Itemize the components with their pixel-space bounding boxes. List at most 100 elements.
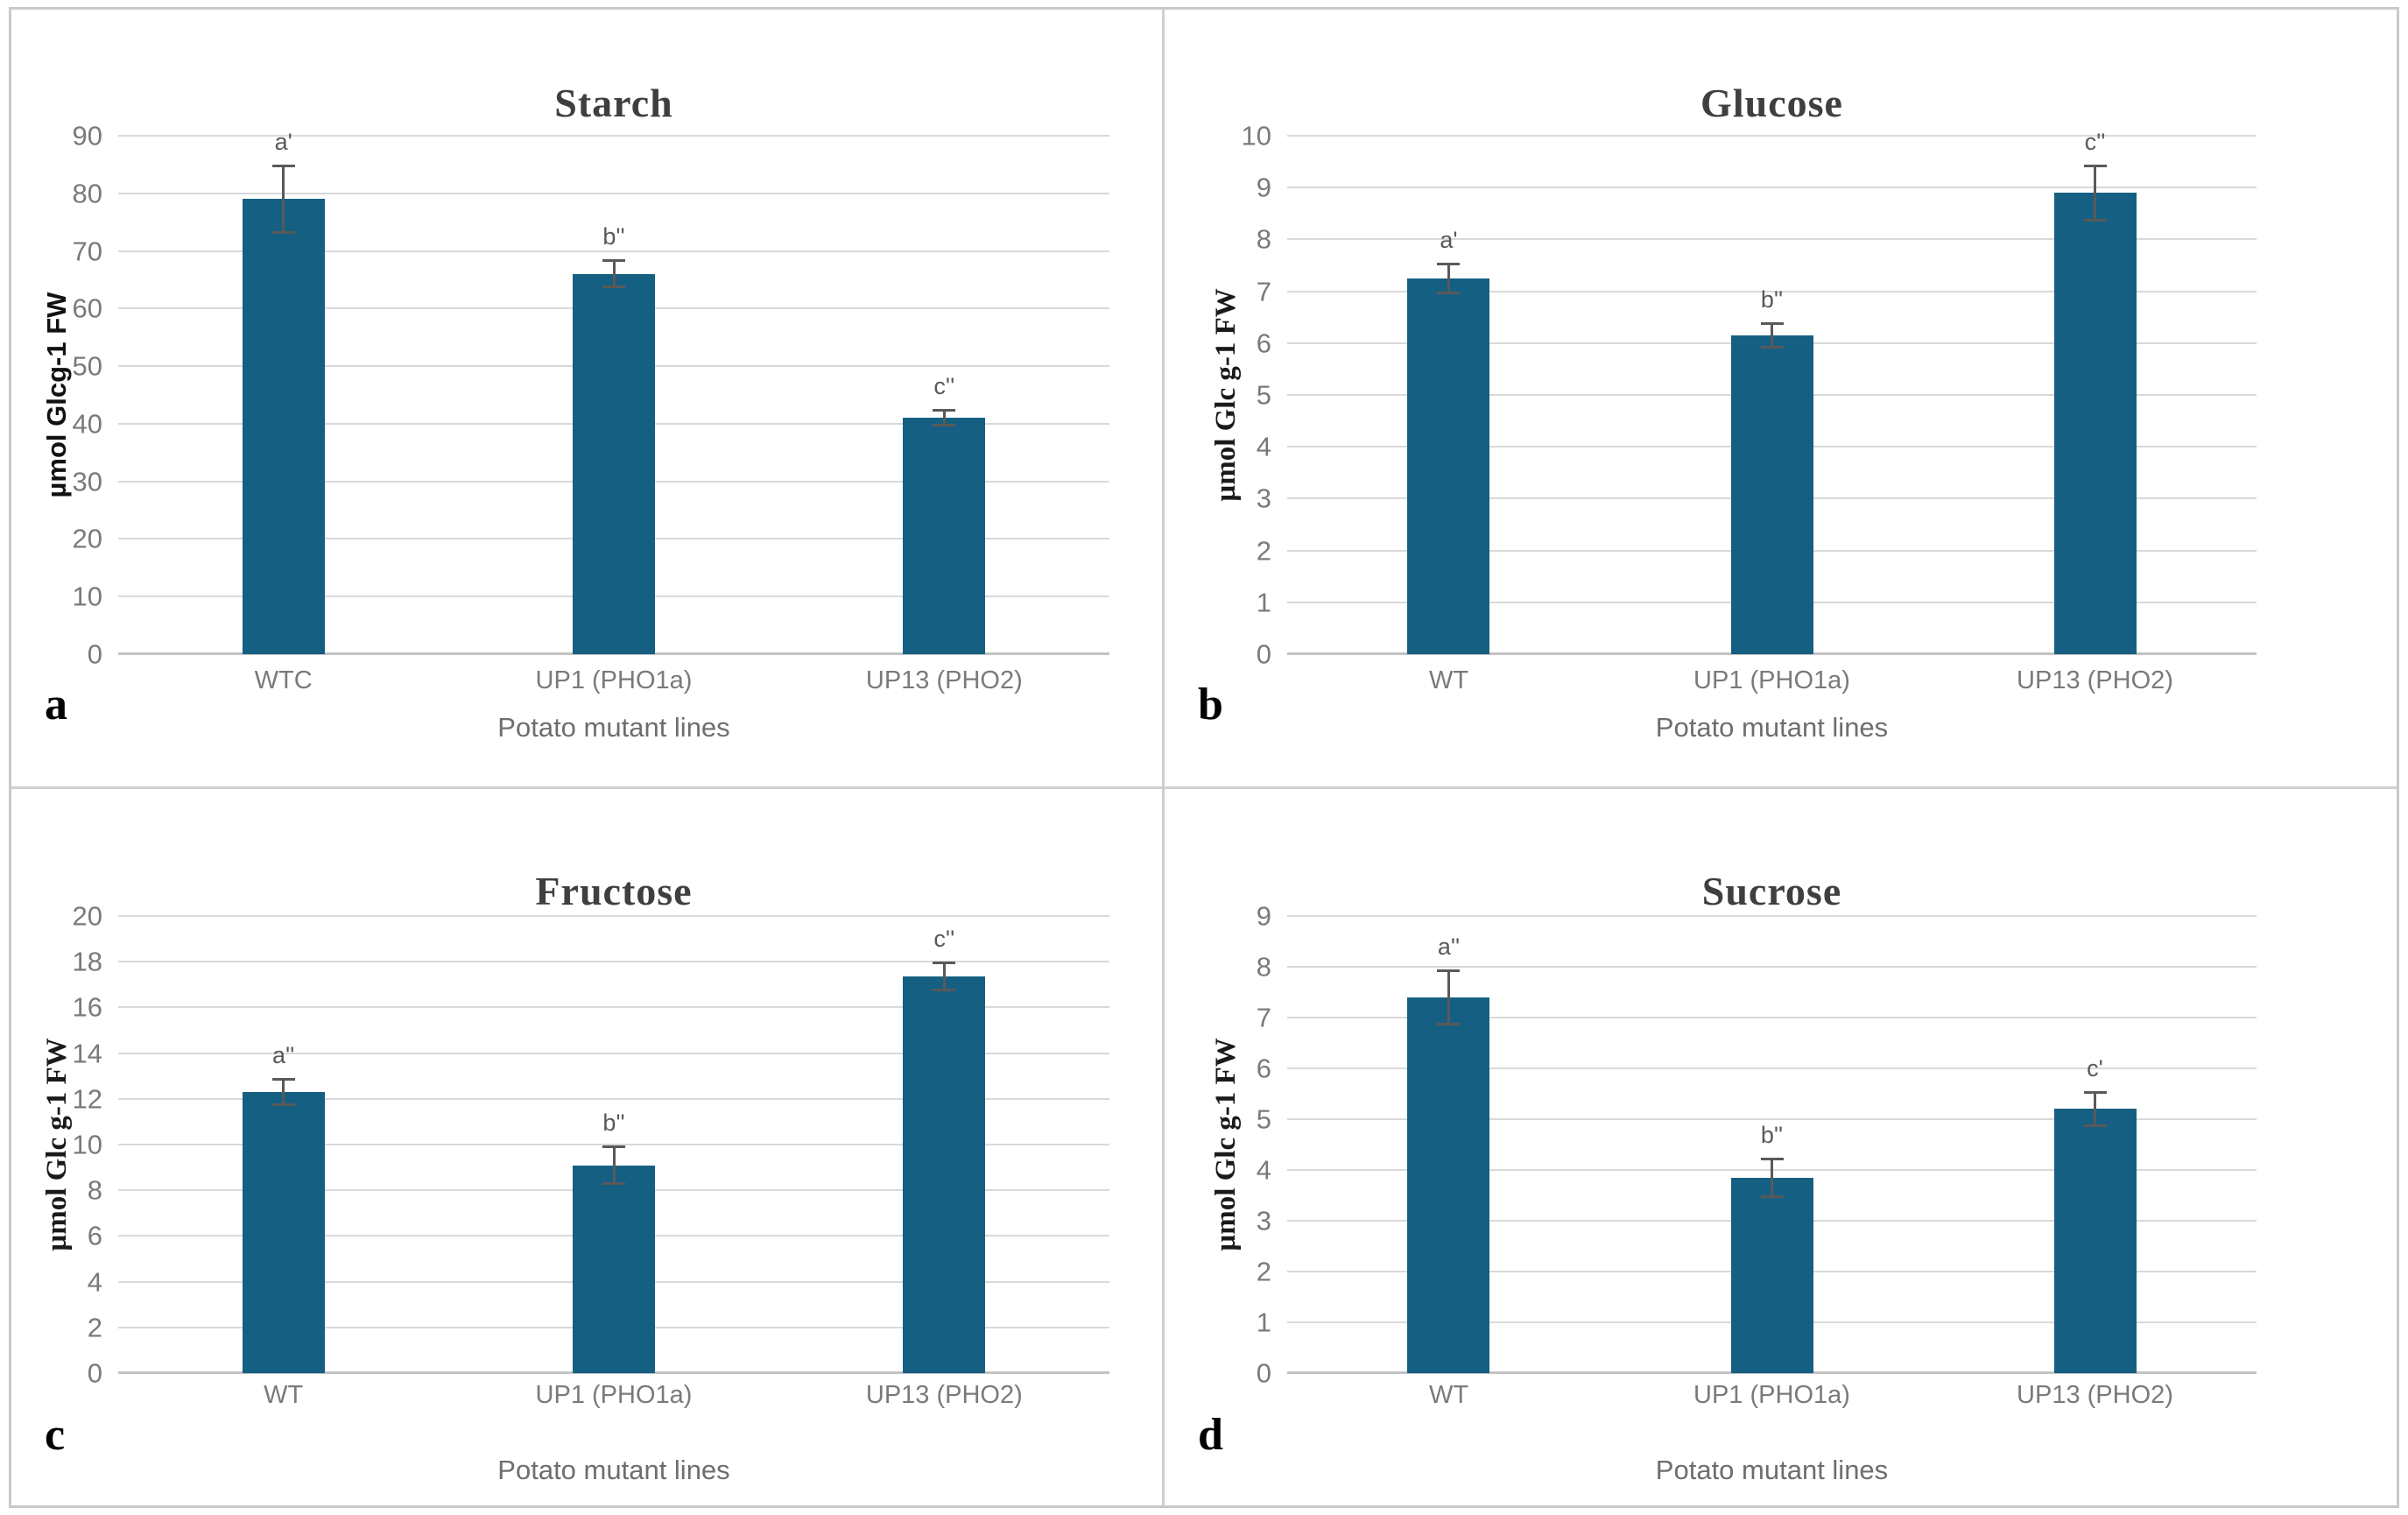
y-tick-label: 16 [72,991,102,1023]
y-axis-ticks: 0 1 2 3 4 5 6 7 8 9 10 [1165,123,1271,668]
bar-wt [1407,997,1490,1373]
y-tick-label: 18 [72,946,102,977]
x-category-label: WT [1428,1381,1469,1409]
error-bar-line [2094,164,2096,222]
error-bar-cap-bottom [933,989,956,992]
chart-title: Sucrose [1701,869,1842,914]
error-bar [271,164,295,234]
y-tick-label: 10 [72,1129,102,1160]
gridline-y90 [118,135,1109,137]
error-bar [271,1078,295,1106]
y-tick-label: 10 [1241,120,1271,152]
plot-area: a'' b'' c'' [118,915,1109,1374]
y-tick-label: 7 [1256,1002,1271,1033]
error-bar-line [612,259,616,289]
x-category-label: UP13 (PHO2) [865,1381,1023,1409]
error-bar-cap-bottom [1437,291,1461,294]
error-bar-cap-top [271,164,295,167]
y-tick-label: 20 [72,900,102,932]
y-tick-label: 80 [72,178,102,209]
y-axis-ticks: 0 10 20 30 40 50 60 70 80 90 [11,123,102,668]
x-axis-title: Potato mutant lines [1655,1455,1889,1485]
significance-letter: b'' [1760,286,1784,314]
error-bar-cap-top [602,259,625,263]
x-category-label: UP13 (PHO2) [2017,666,2173,694]
x-category-labels: WT UP1 (PHO1a) UP13 (PHO2) [1287,666,2257,695]
error-bar-cap-top [933,409,956,412]
y-tick-label: 6 [87,1220,102,1251]
panel-letter: c [45,1410,66,1460]
x-category-label: UP13 (PHO2) [865,666,1023,694]
error-bar [933,962,956,992]
error-bar-cap-top [1760,1157,1784,1160]
significance-letter: c'' [2084,128,2106,155]
x-category-labels: WT UP1 (PHO1a) UP13 (PHO2) [1287,1381,2257,1410]
y-tick-label: 5 [1256,1103,1271,1135]
y-tick-label: 10 [72,581,102,612]
y-tick-label: 2 [87,1312,102,1343]
y-tick-label: 1 [1256,587,1271,618]
y-tick-label: 4 [87,1266,102,1298]
significance-letter: a'' [271,1042,295,1069]
y-tick-label: 0 [1256,1357,1271,1389]
y-tick-label: 9 [1256,900,1271,932]
y-tick-label: 70 [72,236,102,267]
gridline-y16 [118,1006,1109,1009]
significance-letter: a' [1440,227,1458,254]
error-bar-cap-bottom [271,1103,295,1106]
error-bar [2083,1091,2107,1127]
error-bar-line [1447,263,1450,294]
gridline-y7 [1287,1017,2257,1018]
error-bar-cap-bottom [1437,1022,1461,1025]
error-bar-cap-top [1437,969,1461,972]
gridline-y18 [118,961,1109,963]
panel-starch: Starch µmol Glcg-1 FW 0 10 20 30 40 50 60 70 80 9… [11,10,1165,789]
y-tick-label: 4 [1256,431,1271,462]
gridline-y8 [1287,966,2257,969]
x-category-label: WT [1428,666,1469,694]
error-bar-cap-top [2083,164,2107,167]
significance-letter: b'' [602,223,625,250]
error-bar-cap-top [933,962,956,965]
y-tick-label: 2 [1256,535,1271,567]
error-bar [602,259,625,289]
y-tick-label: 12 [72,1083,102,1115]
y-tick-label: 8 [87,1174,102,1206]
error-bar-line [282,1078,285,1106]
gridline-y8 [1287,238,2257,241]
error-bar-line [612,1145,616,1185]
bar-wt [1407,278,1490,654]
bar-up13-pho2- [2053,1109,2137,1373]
significance-letter: c'' [933,373,955,400]
y-tick-label: 60 [72,292,102,324]
error-bar [1437,263,1461,294]
significance-letter: c'' [933,926,955,953]
x-axis-title: Potato mutant lines [497,1455,730,1485]
y-tick-label: 40 [72,408,102,440]
y-tick-label: 8 [1256,223,1271,255]
bar-up1-pho1a- [1730,335,1813,654]
y-tick-label: 1 [1256,1307,1271,1338]
bar-wt [242,1091,325,1373]
error-bar-line [1447,969,1450,1025]
gridline-y7 [1287,290,2257,292]
y-tick-label: 9 [1256,172,1271,203]
gridline-y9 [1287,915,2257,917]
y-tick-label: 0 [1256,638,1271,670]
bar-up1-pho1a- [573,1165,655,1373]
error-bar [602,1145,625,1185]
y-tick-label: 0 [87,1357,102,1389]
y-axis-ticks: 0 2 4 6 8 10 12 14 16 18 20 [11,903,102,1387]
error-bar-cap-top [1760,322,1784,326]
plot-area: a'' b'' c' [1287,915,2257,1374]
x-category-label: UP1 (PHO1a) [535,1381,693,1409]
gridline-y10 [118,1144,1109,1145]
x-category-label: WTC [254,666,313,694]
y-tick-label: 0 [87,638,102,670]
bar-up13-pho2- [903,418,986,654]
x-axis-title: Potato mutant lines [1655,712,1889,743]
y-axis-ticks: 0 1 2 3 4 5 6 7 8 9 [1165,903,1271,1387]
y-tick-label: 30 [72,466,102,497]
error-bar-line [942,962,946,992]
error-bar-cap-bottom [1760,1194,1784,1198]
